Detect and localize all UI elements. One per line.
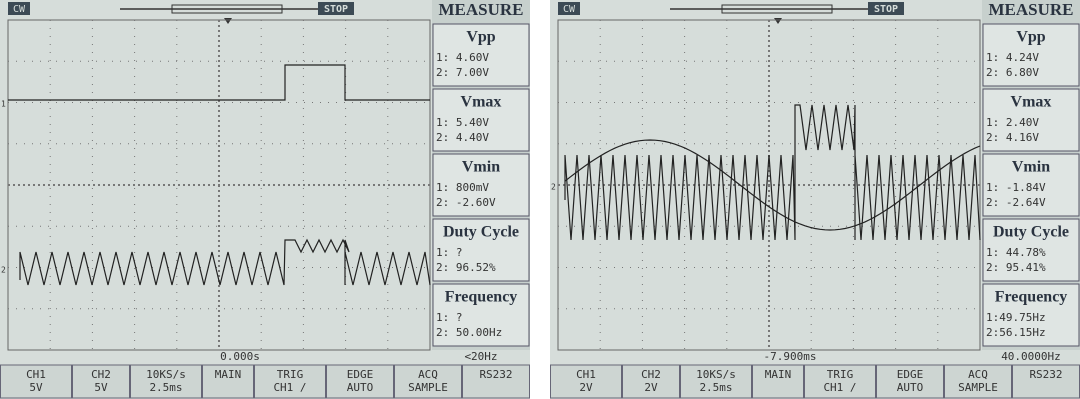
measure-ch1: 1: 2.40V: [986, 116, 1039, 129]
measure-name: Frequency: [445, 289, 518, 306]
time-offset: 0.000s: [220, 350, 260, 363]
status-text: MAIN: [215, 368, 242, 381]
measure-ch2: 2: -2.60V: [436, 196, 496, 209]
mode-icon: CW: [563, 4, 576, 15]
status-text: SAMPLE: [958, 381, 998, 394]
trigger-frequency: <20Hz: [464, 350, 497, 363]
status-text: ACQ: [968, 368, 988, 381]
status-text: 2.5ms: [149, 381, 182, 394]
status-text: CH1 /: [823, 381, 856, 394]
status-text: 10KS/s: [696, 368, 736, 381]
status-text: 5V: [94, 381, 108, 394]
measure-name: Duty Cycle: [993, 224, 1069, 241]
measure-ch1: 1: ?: [436, 246, 463, 259]
status-text: AUTO: [897, 381, 924, 394]
trigger-frequency: 40.0000Hz: [1001, 350, 1061, 363]
status-text: 10KS/s: [146, 368, 186, 381]
measure-name: Frequency: [995, 289, 1068, 306]
measure-name: Vmin: [1012, 159, 1050, 176]
measure-ch1: 1: 4.24V: [986, 51, 1039, 64]
measure-name: Vmax: [1011, 94, 1052, 111]
measure-ch2: 2: -2.64V: [986, 196, 1046, 209]
measure-title: MEASURE: [988, 0, 1073, 19]
status-text: CH2: [91, 368, 111, 381]
status-text: EDGE: [897, 368, 924, 381]
measure-ch1: 1:49.75Hz: [986, 311, 1046, 324]
status-text: 2.5ms: [699, 381, 732, 394]
status-text: RS232: [1029, 368, 1062, 381]
measure-ch1: 1: -1.84V: [986, 181, 1046, 194]
measure-name: Vpp: [466, 29, 495, 46]
status-text: 2V: [579, 381, 593, 394]
measure-ch1: 1: ?: [436, 311, 463, 324]
measure-ch2: 2: 4.40V: [436, 131, 489, 144]
measure-ch1: 1: 4.60V: [436, 51, 489, 64]
measure-name: Vpp: [1016, 29, 1045, 46]
measure-name: Duty Cycle: [443, 224, 519, 241]
measure-ch2: 2: 95.41%: [986, 261, 1046, 274]
measure-ch2: 2: 7.00V: [436, 66, 489, 79]
time-offset: -7.900ms: [764, 350, 817, 363]
status-text: 5V: [29, 381, 43, 394]
run-state: STOP: [324, 4, 348, 15]
mode-icon: CW: [13, 4, 26, 15]
measure-ch2: 2: 50.00Hz: [436, 326, 502, 339]
page: CW STOP 1 2 MEASURE Vpp 1: 4.60V 2: 7.00V Vmax 1:…: [0, 0, 1080, 399]
measure-ch1: 1: 800mV: [436, 181, 489, 194]
status-text: TRIG: [827, 368, 854, 381]
status-text: CH2: [641, 368, 661, 381]
run-state: STOP: [874, 4, 898, 15]
measure-ch2: 2: 96.52%: [436, 261, 496, 274]
status-text: EDGE: [347, 368, 374, 381]
channel-marker: 2: [551, 183, 556, 192]
measure-ch2: 2:56.15Hz: [986, 326, 1046, 339]
channel-marker: 1: [1, 100, 6, 109]
scope-screen: CW STOP 2 MEASURE Vpp 1: 4.24V 2: 6.80V Vmax 1: …: [550, 0, 1080, 399]
status-text: MAIN: [765, 368, 792, 381]
measure-ch2: 2: 6.80V: [986, 66, 1039, 79]
measure-ch1: 1: 44.78%: [986, 246, 1046, 259]
status-text: AUTO: [347, 381, 374, 394]
status-text: TRIG: [277, 368, 304, 381]
status-text: CH1 /: [273, 381, 306, 394]
measure-name: Vmax: [461, 94, 502, 111]
status-text: RS232: [479, 368, 512, 381]
measure-ch1: 1: 5.40V: [436, 116, 489, 129]
status-text: CH1: [576, 368, 596, 381]
status-text: ACQ: [418, 368, 438, 381]
measure-title: MEASURE: [438, 0, 523, 19]
status-text: CH1: [26, 368, 46, 381]
scope-screen: CW STOP 1 2 MEASURE Vpp 1: 4.60V 2: 7.00V Vmax 1:…: [0, 0, 530, 399]
measure-ch2: 2: 4.16V: [986, 131, 1039, 144]
channel-marker: 2: [1, 266, 6, 275]
measure-name: Vmin: [462, 159, 500, 176]
status-text: SAMPLE: [408, 381, 448, 394]
status-text: 2V: [644, 381, 658, 394]
